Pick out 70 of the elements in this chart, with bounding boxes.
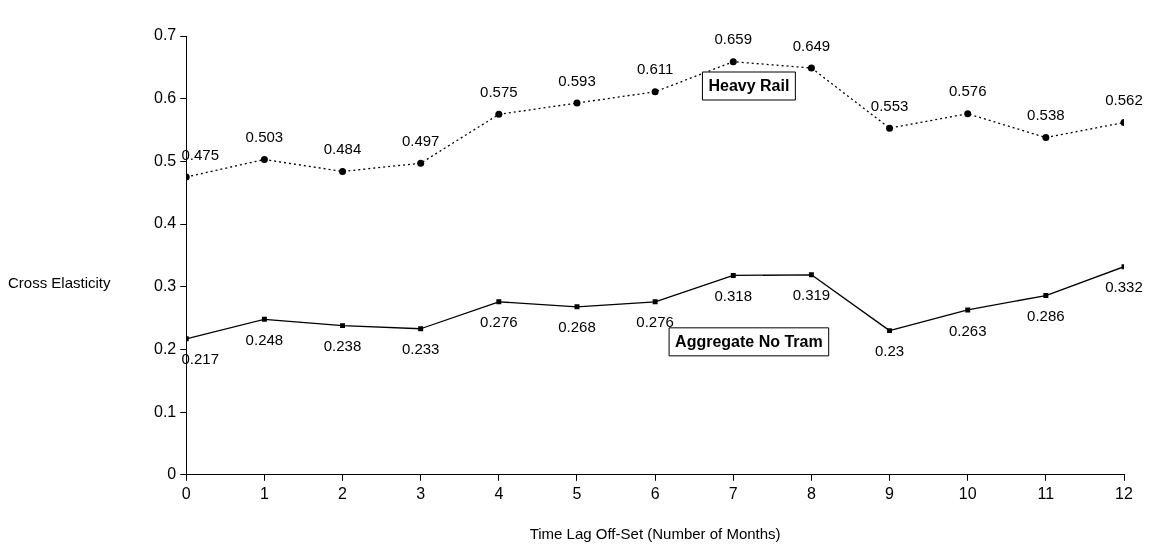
y-tick-label: 0.5 bbox=[153, 151, 177, 169]
point bbox=[886, 124, 894, 132]
x-tick-label: 8 bbox=[806, 484, 816, 502]
data-label: 0.575 bbox=[480, 83, 518, 100]
data-label: 0.319 bbox=[792, 286, 831, 304]
data-label: 0.233 bbox=[401, 340, 440, 358]
point bbox=[651, 88, 659, 96]
x-tick-label: 3 bbox=[416, 484, 426, 502]
point bbox=[652, 299, 658, 305]
x-tick-label: 5 bbox=[572, 484, 582, 502]
data-label: 0.268 bbox=[558, 318, 596, 336]
data-label: 0.593 bbox=[558, 71, 596, 89]
point bbox=[260, 155, 268, 163]
point bbox=[261, 316, 267, 322]
point bbox=[808, 272, 814, 278]
data-label: 0.562 bbox=[1105, 91, 1143, 109]
point bbox=[964, 110, 972, 118]
y-tick-label: 0.7 bbox=[153, 26, 177, 44]
y-tick-label: 0.1 bbox=[153, 402, 177, 420]
x-axis-title: Time Lag Off-Set (Number of Months) bbox=[529, 525, 781, 543]
data-label: 0.263 bbox=[948, 321, 987, 339]
x-tick-label: 7 bbox=[728, 484, 738, 502]
data-label: 0.23 bbox=[874, 342, 905, 360]
data-label: 0.553 bbox=[870, 96, 909, 114]
x-tick-label: 11 bbox=[1037, 484, 1055, 502]
x-tick-label: 12 bbox=[1115, 484, 1133, 502]
data-label: 0.238 bbox=[323, 337, 362, 355]
data-label: 0.286 bbox=[1027, 307, 1065, 325]
x-tick-label: 10 bbox=[958, 484, 977, 502]
data-label: 0.248 bbox=[245, 330, 284, 348]
data-label: 0.649 bbox=[792, 36, 831, 54]
point bbox=[340, 323, 346, 329]
y-axis-title: Cross Elasticity bbox=[8, 273, 112, 291]
data-label: 0.276 bbox=[480, 313, 518, 331]
y-tick-label: 0.6 bbox=[153, 89, 177, 107]
data-label: 0.611 bbox=[636, 60, 674, 78]
point bbox=[1043, 293, 1049, 298]
x-tick-label: 4 bbox=[494, 484, 504, 502]
point bbox=[730, 272, 736, 278]
point bbox=[496, 299, 502, 305]
x-tick-label: 1 bbox=[259, 484, 269, 502]
x-tick-label: 0 bbox=[181, 484, 191, 502]
point bbox=[729, 58, 737, 66]
point bbox=[417, 159, 425, 167]
point bbox=[965, 307, 971, 313]
data-label: 0.659 bbox=[714, 30, 753, 48]
data-label: 0.318 bbox=[714, 287, 753, 305]
data-label: 0.576 bbox=[948, 82, 987, 100]
point bbox=[807, 64, 815, 72]
data-label: 0.332 bbox=[1105, 278, 1143, 296]
data-label: 0.503 bbox=[245, 128, 284, 146]
y-tick-label: 0.3 bbox=[153, 277, 177, 295]
point bbox=[418, 326, 424, 332]
x-tick-label: 6 bbox=[650, 484, 660, 502]
data-label: 0.538 bbox=[1027, 106, 1065, 124]
x-tick-label: 9 bbox=[885, 484, 895, 502]
point bbox=[887, 328, 893, 334]
data-label: 0.484 bbox=[323, 140, 362, 158]
text: Aggregate No Tram bbox=[675, 333, 823, 351]
data-label: 0.497 bbox=[401, 131, 440, 149]
data-label: 0.276 bbox=[636, 313, 674, 331]
y-tick-label: 0.4 bbox=[153, 214, 177, 232]
point bbox=[573, 99, 581, 107]
point bbox=[495, 110, 503, 118]
point bbox=[339, 167, 347, 175]
point bbox=[1042, 134, 1050, 142]
y-tick-label: 0 bbox=[167, 465, 177, 483]
x-tick-label: 2 bbox=[338, 484, 348, 502]
y-tick-label: 0.2 bbox=[153, 339, 177, 357]
series-label: Heavy Rail bbox=[708, 77, 790, 95]
